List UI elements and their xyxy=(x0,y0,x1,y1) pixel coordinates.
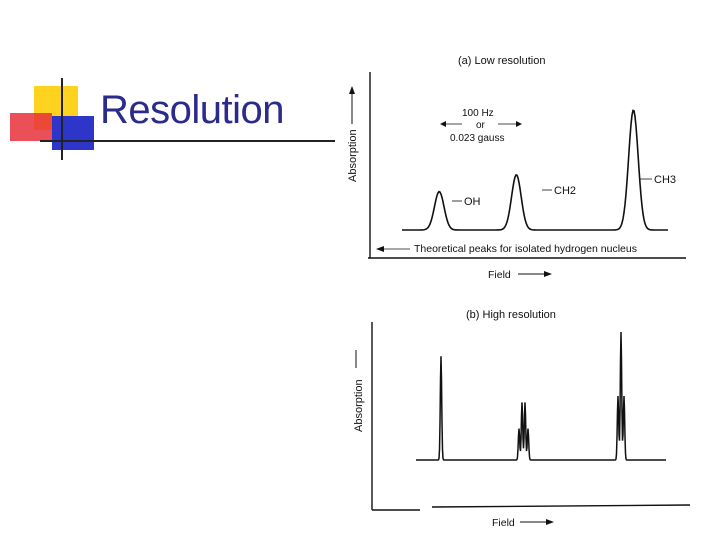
scale-arrow-left xyxy=(440,121,446,127)
slide-title: Resolution xyxy=(100,88,285,132)
panel-b-x-axis-right xyxy=(431,504,691,508)
scale-arrow-right xyxy=(516,121,522,127)
theoretical-annotation: Theoretical peaks for isolated hydrogen … xyxy=(414,243,637,255)
logo-red-square xyxy=(10,113,52,141)
panel-b-x-label: Field xyxy=(492,517,515,529)
peak-label-ch2: CH2 xyxy=(554,185,576,197)
panel-a: (a) Low resolution Absorption 100 Hz or … xyxy=(347,55,686,281)
panel-a-x-arrowhead xyxy=(544,271,552,277)
panel-a-x-label: Field xyxy=(488,269,511,281)
scale-line-3: 0.023 gauss xyxy=(450,133,505,144)
panel-b-spectrum xyxy=(416,331,666,461)
panel-a-y-label: Absorption xyxy=(347,129,359,182)
panel-b-y-label: Absorption xyxy=(353,379,365,432)
scale-line-1: 100 Hz xyxy=(462,108,494,119)
panel-b: (b) High resolution Absorption Field xyxy=(353,309,691,529)
scale-line-2: or xyxy=(476,120,486,131)
peak-label-oh: OH xyxy=(464,196,481,208)
panel-b-title: (b) High resolution xyxy=(466,309,556,321)
panel-a-y-arrowhead xyxy=(349,86,355,94)
theoretical-arrowhead xyxy=(376,246,384,252)
logo-blue-square xyxy=(52,116,94,150)
panel-b-x-arrowhead xyxy=(546,519,554,525)
panel-a-spectrum xyxy=(402,109,668,231)
panel-a-title: (a) Low resolution xyxy=(458,55,545,67)
peak-label-ch3: CH3 xyxy=(654,174,676,186)
